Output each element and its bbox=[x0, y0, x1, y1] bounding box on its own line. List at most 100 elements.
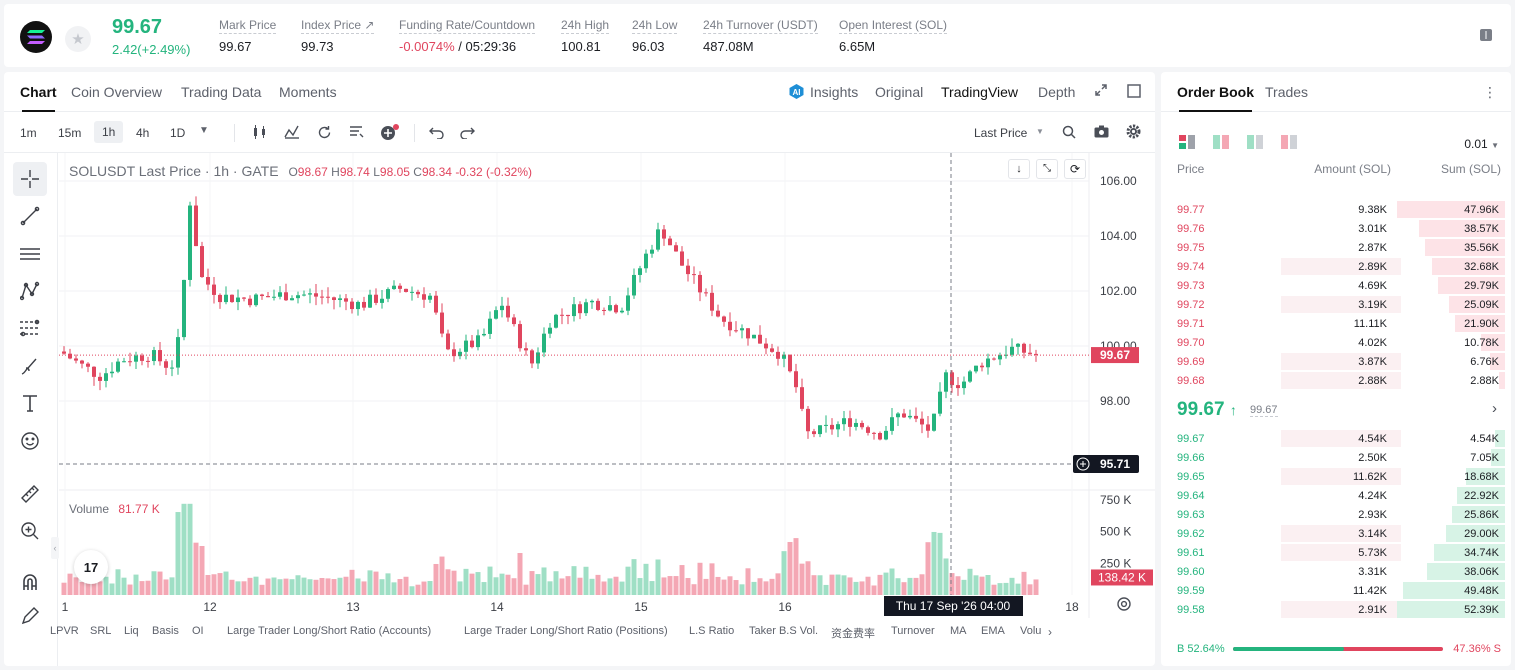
candles-icon[interactable] bbox=[252, 125, 268, 142]
mid-price[interactable]: 99.67 ↑ bbox=[1177, 399, 1237, 421]
pattern-tool-icon[interactable] bbox=[13, 274, 47, 308]
price-source-select[interactable]: Last Price bbox=[974, 126, 1028, 140]
ask-row[interactable]: 99.71 11.11K 21.90K bbox=[1161, 314, 1511, 333]
refresh-icon[interactable]: ⟳ bbox=[1064, 159, 1086, 179]
camera-icon[interactable] bbox=[1094, 125, 1109, 141]
ind-turnover[interactable]: Turnover bbox=[891, 625, 935, 637]
ind-ls-ratio[interactable]: L.S Ratio bbox=[689, 625, 735, 637]
candle bbox=[974, 365, 978, 372]
book-icon[interactable] bbox=[1479, 28, 1493, 42]
interval-4h[interactable]: 4h bbox=[136, 126, 150, 140]
bid-row[interactable]: 99.66 2.50K 7.05K bbox=[1161, 448, 1511, 467]
ask-row[interactable]: 99.74 2.89K 32.68K bbox=[1161, 257, 1511, 276]
tab-chart[interactable]: Chart bbox=[20, 84, 57, 112]
ind-ma[interactable]: MA bbox=[950, 625, 967, 637]
layout-asks-icon[interactable] bbox=[1281, 134, 1297, 150]
brush-tool-icon[interactable] bbox=[13, 349, 47, 383]
horizontal-lines-tool-icon[interactable] bbox=[13, 237, 47, 271]
replay-icon[interactable] bbox=[317, 125, 332, 143]
pencil-tool-icon[interactable] bbox=[13, 599, 47, 633]
favorite-star-icon[interactable]: ★ bbox=[65, 26, 91, 52]
layout-both-icon[interactable] bbox=[1179, 134, 1195, 150]
gear-icon[interactable] bbox=[1126, 124, 1141, 142]
magnet-tool-icon[interactable] bbox=[13, 565, 47, 599]
ask-row[interactable]: 99.73 4.69K 29.79K bbox=[1161, 276, 1511, 295]
zoom-in-tool-icon[interactable] bbox=[13, 514, 47, 548]
bid-row[interactable]: 99.58 2.91K 52.39K bbox=[1161, 600, 1511, 619]
bid-row[interactable]: 99.62 3.14K 29.00K bbox=[1161, 524, 1511, 543]
emoji-tool-icon[interactable] bbox=[13, 424, 47, 458]
ai-insights-icon[interactable]: AI bbox=[788, 83, 805, 103]
ask-row[interactable]: 99.75 2.87K 35.56K bbox=[1161, 238, 1511, 257]
tab-trading-data[interactable]: Trading Data bbox=[181, 84, 262, 100]
index-price-stat[interactable]: Index Price ↗ 99.73 bbox=[301, 18, 375, 54]
ind-liq[interactable]: Liq bbox=[124, 625, 139, 637]
ind-volume[interactable]: Volu bbox=[1020, 625, 1042, 637]
tab-original[interactable]: Original bbox=[875, 84, 924, 100]
text-tool-icon[interactable] bbox=[13, 386, 47, 420]
search-icon[interactable] bbox=[1062, 125, 1076, 142]
templates-icon[interactable] bbox=[349, 125, 364, 142]
ind-funding-rate[interactable]: 资金费率 bbox=[831, 627, 875, 640]
layout-bids-icon[interactable] bbox=[1247, 134, 1263, 150]
bid-row[interactable]: 99.65 11.62K 18.68K bbox=[1161, 467, 1511, 486]
undo-icon[interactable] bbox=[429, 125, 444, 142]
crosshair-tool-icon[interactable] bbox=[13, 162, 47, 196]
tab-order-book[interactable]: Order Book bbox=[1177, 84, 1255, 112]
ask-row[interactable]: 99.69 3.87K 6.76K bbox=[1161, 352, 1511, 371]
trend-line-tool-icon[interactable] bbox=[13, 199, 47, 233]
tab-coin-overview[interactable]: Coin Overview bbox=[71, 84, 163, 100]
redo-icon[interactable] bbox=[460, 125, 475, 142]
indicators-icon[interactable] bbox=[284, 125, 300, 142]
collapse-toolbar-chevron-icon[interactable]: ‹ bbox=[51, 537, 59, 559]
fib-tool-icon[interactable] bbox=[13, 311, 47, 345]
precision-select[interactable]: 0.01 ▼ bbox=[1464, 137, 1499, 151]
ask-row[interactable]: 99.70 4.02K 10.78K bbox=[1161, 333, 1511, 352]
ind-ema[interactable]: EMA bbox=[981, 625, 1005, 637]
tradingview-logo-icon[interactable]: 17 bbox=[74, 550, 108, 584]
tab-moments[interactable]: Moments bbox=[279, 84, 337, 100]
ind-oi[interactable]: OI bbox=[192, 625, 204, 637]
scroll-down-icon[interactable]: ↓ bbox=[1008, 159, 1030, 179]
expand-icon[interactable] bbox=[1094, 83, 1108, 100]
col-price: Price bbox=[1177, 162, 1205, 176]
ask-row[interactable]: 99.68 2.88K 2.88K bbox=[1161, 371, 1511, 390]
volume-bar bbox=[781, 551, 787, 595]
interval-1d[interactable]: 1D bbox=[170, 126, 186, 140]
collapse-icon[interactable]: ⤡ bbox=[1036, 159, 1058, 179]
tab-trades[interactable]: Trades bbox=[1265, 84, 1309, 100]
interval-1m[interactable]: 1m bbox=[20, 126, 37, 140]
tab-tradingview[interactable]: TradingView bbox=[941, 84, 1019, 100]
ruler-tool-icon[interactable] bbox=[13, 477, 47, 511]
indicators-next-icon[interactable]: › bbox=[1048, 625, 1052, 639]
interval-1h[interactable]: 1h bbox=[94, 121, 124, 143]
ask-row[interactable]: 99.76 3.01K 38.57K bbox=[1161, 219, 1511, 238]
timescale-settings-icon[interactable] bbox=[1116, 596, 1134, 614]
ind-large-trader-accounts[interactable]: Large Trader Long/Short Ratio (Accounts) bbox=[227, 625, 432, 637]
ind-lpvr[interactable]: LPVR bbox=[50, 625, 79, 637]
bid-row[interactable]: 99.61 5.73K 34.74K bbox=[1161, 543, 1511, 562]
candle bbox=[398, 285, 402, 289]
bid-row[interactable]: 99.67 4.54K 4.54K bbox=[1161, 429, 1511, 448]
price-source-caret-icon[interactable]: ▼ bbox=[1036, 127, 1044, 136]
tab-depth[interactable]: Depth bbox=[1038, 84, 1076, 100]
interval-dropdown-icon[interactable]: ▼ bbox=[199, 125, 209, 136]
bid-row[interactable]: 99.59 11.42K 49.48K bbox=[1161, 581, 1511, 600]
more-icon[interactable]: ⋮ bbox=[1483, 84, 1497, 100]
interval-15m[interactable]: 15m bbox=[58, 126, 82, 140]
tab-insights[interactable]: Insights bbox=[810, 84, 859, 100]
ind-basis[interactable]: Basis bbox=[152, 625, 179, 637]
ind-srl[interactable]: SRL bbox=[90, 625, 112, 637]
window-icon[interactable] bbox=[1127, 84, 1141, 101]
bid-row[interactable]: 99.64 4.24K 22.92K bbox=[1161, 486, 1511, 505]
ask-row[interactable]: 99.77 9.38K 47.96K bbox=[1161, 200, 1511, 219]
layout-split-icon[interactable] bbox=[1213, 134, 1229, 150]
chevron-right-icon[interactable]: › bbox=[1492, 400, 1497, 417]
bid-row[interactable]: 99.63 2.93K 25.86K bbox=[1161, 505, 1511, 524]
ask-row[interactable]: 99.72 3.19K 25.09K bbox=[1161, 295, 1511, 314]
add-indicator-icon[interactable] bbox=[380, 124, 400, 143]
ind-large-trader-positions[interactable]: Large Trader Long/Short Ratio (Positions… bbox=[464, 625, 668, 637]
ind-taker-bs-vol[interactable]: Taker B.S Vol. bbox=[749, 625, 819, 637]
bid-row[interactable]: 99.60 3.31K 38.06K bbox=[1161, 562, 1511, 581]
